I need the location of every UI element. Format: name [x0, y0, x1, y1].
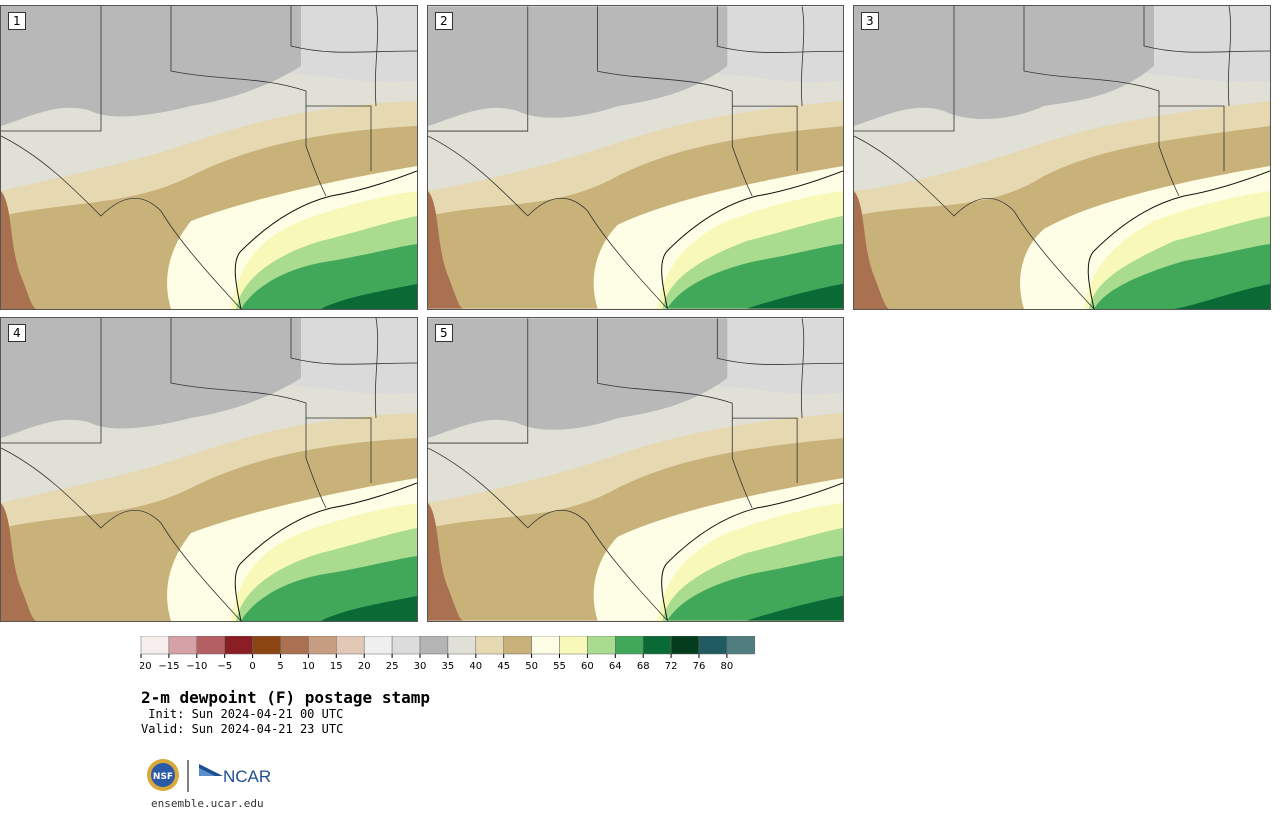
member-panel-5: 5	[427, 317, 844, 622]
svg-text:NSF: NSF	[153, 772, 173, 782]
dry-air-region	[854, 6, 1154, 126]
colorbar-tick-label: 5	[277, 661, 283, 672]
colorbar-swatch	[196, 636, 225, 655]
coastline	[234, 482, 417, 621]
dry-air-region	[1, 6, 301, 126]
member-panel-3: 3	[853, 5, 1271, 310]
colorbar-tick-label: 20	[358, 661, 371, 672]
colorbar-swatch	[168, 636, 198, 655]
colorbar-tick-label: 68	[637, 661, 650, 672]
member-label-5: 5	[435, 324, 453, 342]
dewpoint-map-5	[428, 318, 843, 621]
nsf-logo-icon: NSF	[147, 759, 179, 791]
coastline	[1087, 170, 1270, 309]
colorbar-tick-label: 10	[302, 661, 315, 672]
colorbar-tick-label: 15	[330, 661, 343, 672]
terrain-region	[854, 191, 889, 309]
state-border	[428, 6, 529, 132]
colorbar-swatch	[336, 636, 365, 655]
member-panel-4: 4	[0, 317, 418, 622]
terrain-region	[428, 502, 463, 621]
colorbar-tick-label: 30	[414, 661, 427, 672]
state-border	[1, 318, 102, 444]
colorbar-swatch	[559, 636, 588, 655]
colorbar-swatch	[670, 636, 700, 655]
colorbar-swatch	[224, 636, 253, 655]
dry-air-region	[428, 318, 728, 439]
chart-title: 2-m dewpoint (F) postage stamp	[141, 688, 430, 707]
coastline	[234, 170, 417, 309]
colorbar-swatch	[252, 636, 281, 655]
svg-text:NCAR: NCAR	[223, 767, 271, 786]
state-border	[1, 6, 102, 132]
colorbar-tick-label: 40	[469, 661, 482, 672]
coastline	[661, 482, 843, 621]
gulf-moisture-region	[667, 555, 843, 621]
member-label-4: 4	[8, 324, 26, 342]
dry-air-region	[1, 318, 301, 438]
colorbar-tick-label: 60	[581, 661, 594, 672]
colorbar-tick-label: −10	[186, 661, 207, 672]
terrain-region	[1, 191, 36, 309]
colorbar-tick-label: 80	[721, 661, 734, 672]
colorbar-tick-label: 35	[442, 661, 455, 672]
colorbar-swatch	[642, 636, 672, 655]
colorbar-swatch	[308, 636, 337, 655]
colorbar-tick-label: 45	[497, 661, 510, 672]
dewpoint-map-3	[854, 6, 1270, 309]
colorbar-tick-label: −5	[217, 661, 232, 672]
colorbar-tick-label: 72	[665, 661, 678, 672]
dewpoint-map-4	[1, 318, 417, 621]
colorbar-swatch	[363, 636, 393, 655]
colorbar-swatch	[391, 636, 421, 655]
colorbar-swatch	[531, 636, 560, 655]
dewpoint-map-1	[1, 6, 417, 309]
colorbar-swatch	[280, 636, 309, 655]
colorbar-tick-label: −20	[140, 661, 152, 672]
colorbar-tick-label: −15	[158, 661, 179, 672]
gulf-moisture-region	[1094, 244, 1270, 309]
ncar-logo-icon: NCAR	[199, 764, 271, 786]
member-panel-1: 1	[0, 5, 418, 310]
colorbar-swatch	[140, 636, 170, 655]
gulf-moisture-region	[667, 243, 843, 309]
colorbar-swatch	[419, 636, 449, 655]
state-border	[428, 318, 529, 444]
member-panel-2: 2	[427, 5, 844, 310]
colorbar-swatch	[475, 636, 504, 655]
colorbar-tick-label: 55	[553, 661, 566, 672]
colorbar-tick-label: 50	[525, 661, 538, 672]
colorbar-swatch	[698, 636, 728, 655]
colorbar-swatch	[726, 636, 756, 655]
terrain-region	[428, 190, 463, 309]
member-label-3: 3	[861, 12, 879, 30]
member-label-2: 2	[435, 12, 453, 30]
colorbar-tick-label: 25	[386, 661, 399, 672]
terrain-region	[1, 503, 36, 621]
colorbar-tick-label: 76	[693, 661, 706, 672]
colorbar-swatch	[587, 636, 616, 655]
website-url: ensemble.ucar.edu	[151, 797, 264, 810]
dewpoint-map-2	[428, 6, 843, 309]
colorbar-swatch	[615, 636, 644, 655]
dry-air-region	[428, 6, 728, 127]
valid-time: Valid: Sun 2024-04-21 23 UTC	[141, 722, 344, 736]
sponsor-logos: NSF NCAR	[147, 759, 271, 792]
colorbar-tick-label: 64	[609, 661, 622, 672]
colorbar-swatch	[503, 636, 532, 655]
colorbar: −20 −15 −10 −5 0 5 10 15 20 25 30 35 40 45 50 55 60 64 68 7…	[140, 636, 756, 672]
coastline	[661, 170, 843, 309]
state-border	[854, 6, 955, 132]
member-label-1: 1	[8, 12, 26, 30]
colorbar-tick-label: 0	[249, 661, 255, 672]
colorbar-swatch	[447, 636, 477, 655]
init-time: Init: Sun 2024-04-21 00 UTC	[141, 707, 344, 721]
